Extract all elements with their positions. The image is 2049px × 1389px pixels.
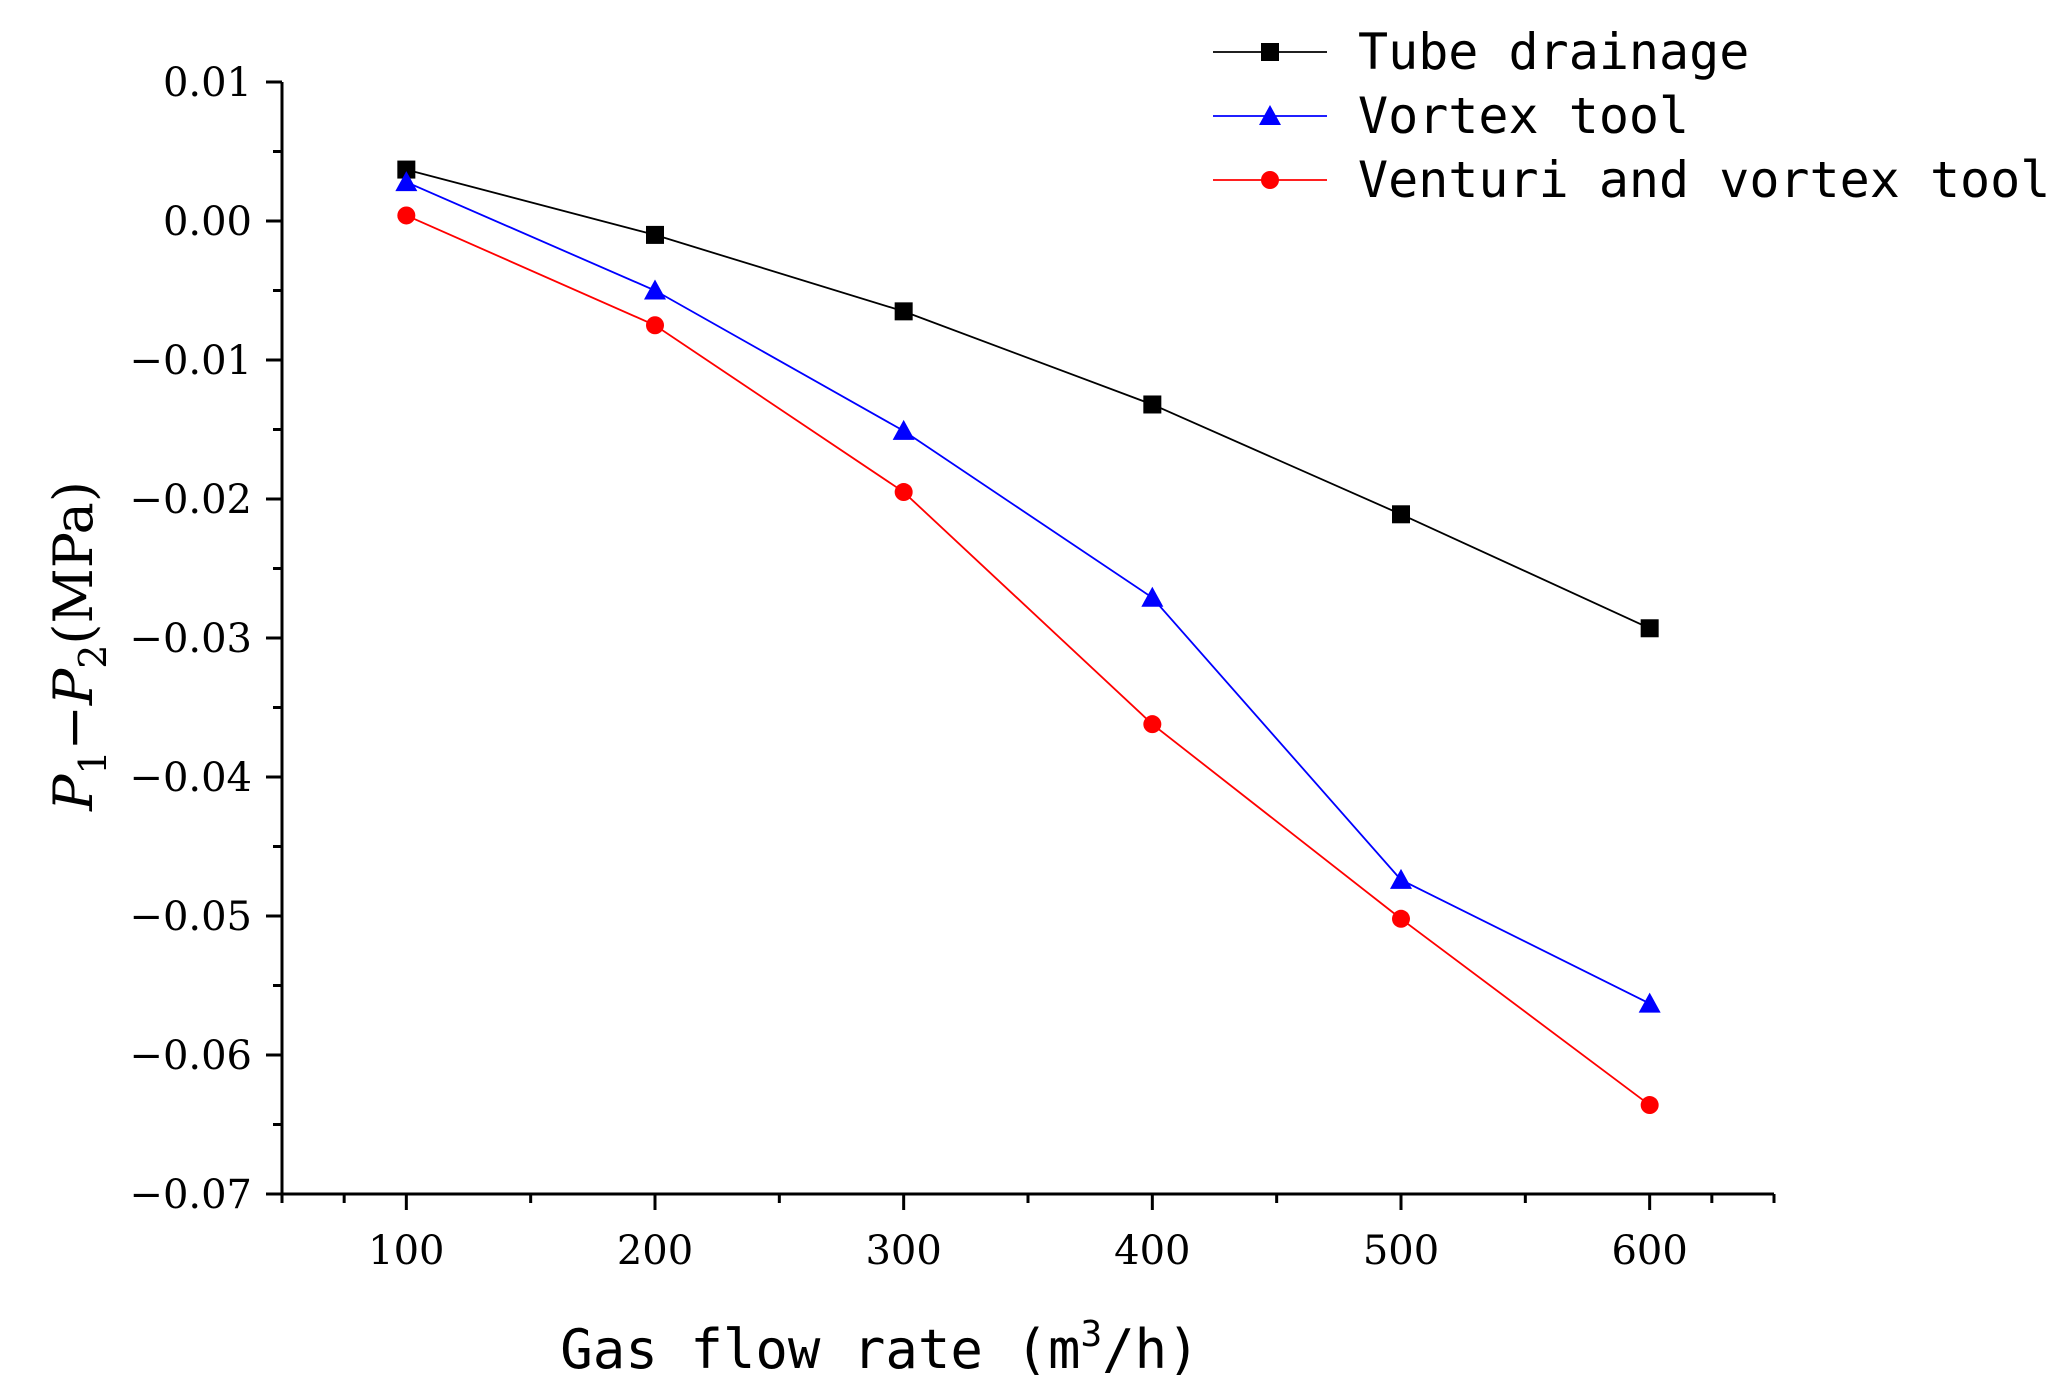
y-tick-label: −0.07 (129, 1172, 252, 1218)
data-point (1638, 992, 1661, 1013)
x-tick-label: 500 (1363, 1228, 1439, 1274)
data-point (646, 316, 664, 335)
y-tick-label: −0.01 (129, 338, 252, 384)
x-tick-label: 600 (1611, 1228, 1687, 1274)
data-point (894, 302, 913, 321)
axes: 0.01 0.00 −0.01 −0.02 −0.03 −0.04 −0.05 −0.06 −0… (129, 60, 1776, 1274)
svg-text:P1−P2(MPa): P1−P2(MPa) (42, 481, 115, 812)
series-tube-drainage (397, 160, 1659, 638)
data-point (892, 419, 915, 440)
legend-marker (1261, 171, 1279, 189)
y-axis-title: P1−P2(MPa) (42, 481, 115, 812)
series-venturi-and-vortex-tool (397, 206, 1659, 1115)
series-line (405, 181, 1651, 1005)
y-tick-label: −0.02 (129, 477, 252, 523)
data-point (1141, 586, 1164, 607)
y-tick-label: −0.05 (129, 894, 252, 940)
data-point (1390, 868, 1412, 889)
series-line (406, 168, 1651, 630)
data-point (1143, 395, 1162, 414)
legend-marker (1259, 105, 1281, 125)
x-axis-title-superscript: 3 (1080, 1314, 1102, 1355)
y-tick-label: −0.03 (129, 616, 252, 662)
data-point (395, 171, 418, 192)
data-point (1143, 715, 1162, 734)
legend-label: Vortex tool (1358, 87, 1689, 145)
y-tick-label: −0.04 (129, 755, 252, 801)
data-point (1640, 1096, 1659, 1115)
legend: Tube drainage Vortex tool Venturi and vort… (1213, 23, 2049, 209)
x-tick-label: 300 (865, 1228, 941, 1274)
data-point (397, 160, 416, 179)
y-tick-label: 0.01 (163, 60, 252, 106)
data-point (894, 483, 913, 502)
legend-marker (1261, 43, 1279, 61)
series-layer (395, 160, 1661, 1115)
data-point (1392, 909, 1410, 928)
y-tick-label: 0.00 (163, 199, 252, 245)
x-tick-label: 200 (617, 1228, 693, 1274)
data-point (644, 279, 666, 300)
y-tick-label: −0.06 (129, 1033, 252, 1079)
x-tick-label: 100 (368, 1228, 444, 1274)
data-point (1392, 505, 1410, 524)
x-axis-title: Gas flow rate (m3/h) (560, 1314, 1199, 1381)
legend-item: Vortex tool (1213, 87, 1689, 145)
legend-label: Tube drainage (1358, 23, 1749, 81)
legend-item: Tube drainage (1213, 23, 1749, 81)
data-point (646, 225, 664, 244)
series-line (405, 214, 1651, 1106)
data-point (397, 206, 416, 225)
series-vortex-tool (395, 171, 1661, 1013)
data-point (1640, 619, 1659, 638)
x-tick-label: 400 (1114, 1228, 1190, 1274)
legend-item: Venturi and vortex tool (1213, 151, 2049, 209)
legend-label: Venturi and vortex tool (1358, 151, 2049, 209)
